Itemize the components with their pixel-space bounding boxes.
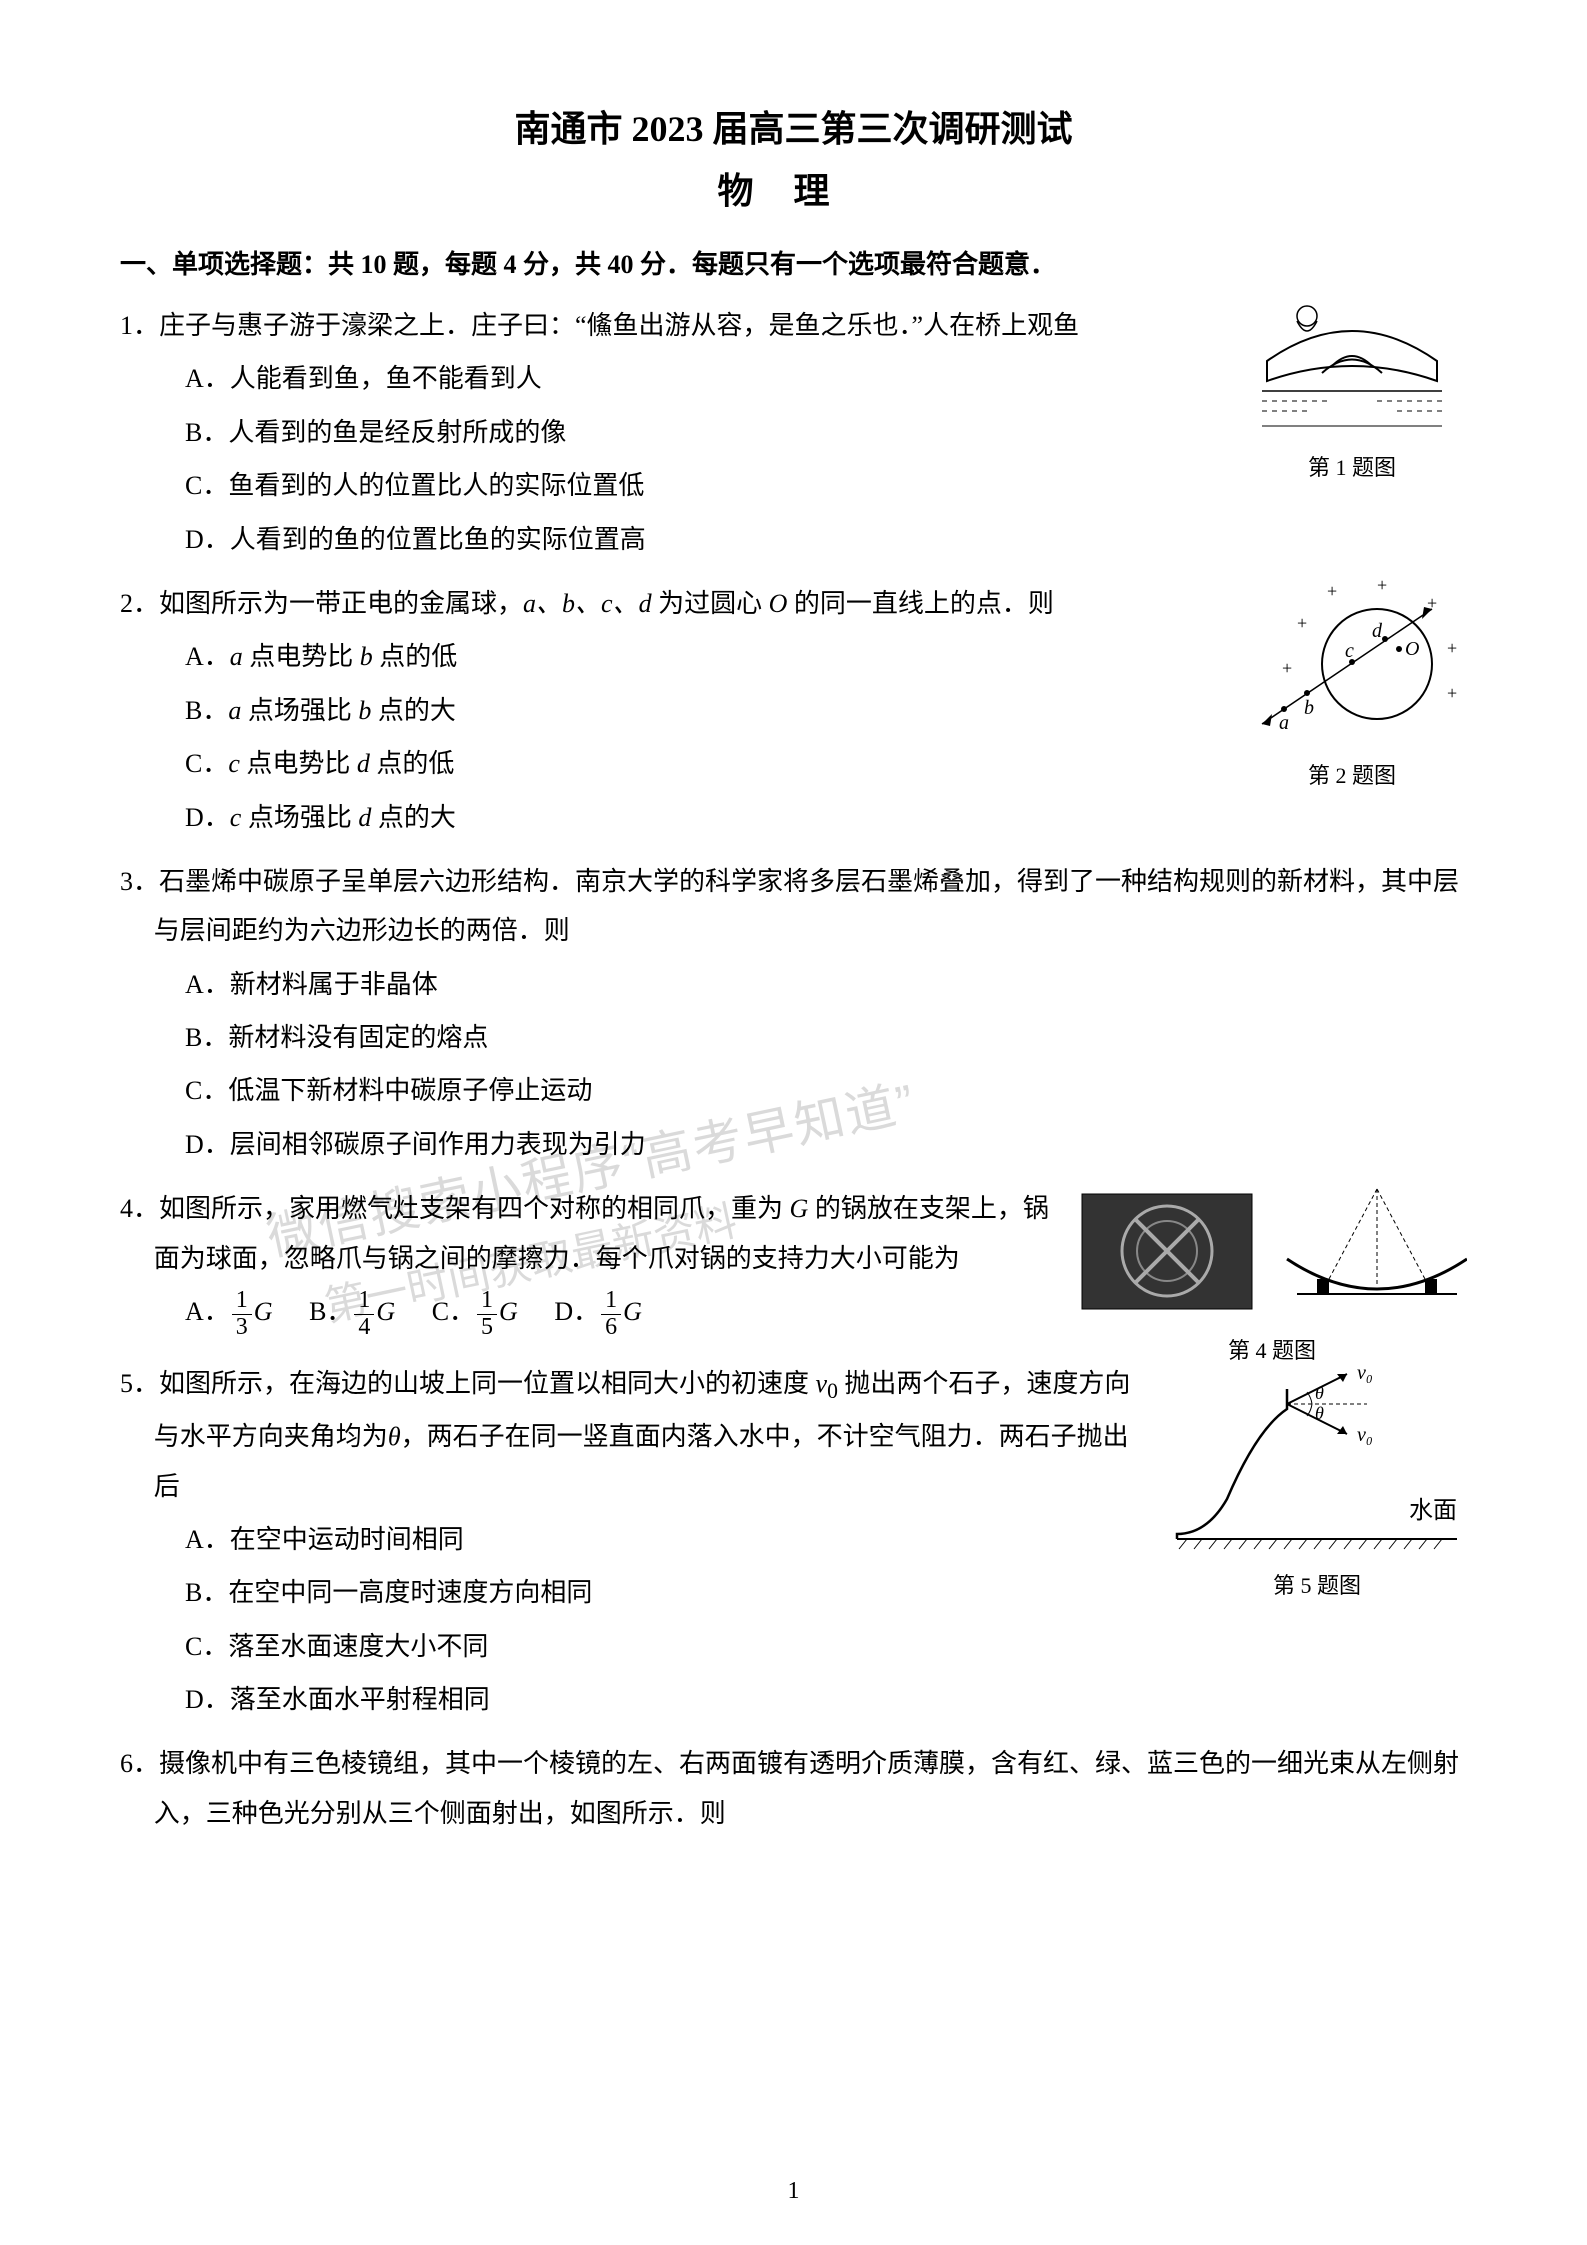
charged-sphere-icon: a b c d O + + + + + + +	[1237, 579, 1467, 749]
svg-text:+: +	[1282, 658, 1292, 678]
question-1: 第 1 题图 1．庄子与惠子游于濠梁之上．庄子曰：“鯈鱼出游从容，是鱼之乐也．”…	[120, 301, 1467, 564]
q3-opt-a: A．新材料属于非晶体	[185, 960, 1467, 1009]
q2-opt-d: D．c 点场强比 d 点的大	[185, 793, 1467, 842]
exam-page: 南通市 2023 届高三第三次调研测试 物理 一、单项选择题：共 10 题，每题…	[0, 0, 1587, 2245]
stove-wok-icon	[1077, 1184, 1467, 1324]
svg-text:+: +	[1447, 683, 1457, 703]
figure-5: v₀ v₀ θ θ 水面 第 5 题图	[1167, 1359, 1467, 1607]
q3-stem: 3．石墨烯中碳原子呈单层六边形结构．南京大学的科学家将多层石墨烯叠加，得到了一种…	[120, 857, 1467, 956]
svg-text:c: c	[1345, 640, 1354, 662]
svg-text:θ: θ	[1315, 1383, 1324, 1403]
figure-5-label: 第 5 题图	[1167, 1565, 1467, 1607]
q3-opt-d: D．层间相邻碳原子间作用力表现为引力	[185, 1120, 1467, 1169]
svg-text:b: b	[1304, 697, 1314, 719]
q5-opt-d: D．落至水面水平射程相同	[185, 1675, 1467, 1724]
svg-text:v₀: v₀	[1357, 1362, 1373, 1384]
q3-opt-c: C．低温下新材料中碳原子停止运动	[185, 1066, 1467, 1115]
figure-2: a b c d O + + + + + + + 第 2 题图	[1237, 579, 1467, 797]
q5-opt-c: C．落至水面速度大小不同	[185, 1622, 1467, 1671]
question-3: 3．石墨烯中碳原子呈单层六边形结构．南京大学的科学家将多层石墨烯叠加，得到了一种…	[120, 857, 1467, 1169]
svg-text:O: O	[1405, 638, 1419, 660]
section-header: 一、单项选择题：共 10 题，每题 4 分，共 40 分．每题只有一个选项最符合…	[120, 244, 1467, 281]
title-main: 南通市 2023 届高三第三次调研测试	[120, 100, 1467, 152]
figure-4: 第 4 题图	[1077, 1184, 1467, 1372]
svg-text:a: a	[1279, 712, 1289, 734]
title-subject: 物理	[120, 162, 1467, 214]
q1-opt-d: D．人看到的鱼的位置比鱼的实际位置高	[185, 515, 1467, 564]
question-5: v₀ v₀ θ θ 水面 第 5 题图	[120, 1359, 1467, 1725]
svg-text:+: +	[1447, 638, 1457, 658]
figure-1: 第 1 题图	[1237, 291, 1467, 489]
water-surface-label: 水面	[1409, 1489, 1457, 1535]
svg-text:θ: θ	[1315, 1403, 1324, 1423]
question-6: 6．摄像机中有三色棱镜组，其中一个棱镜的左、右两面镀有透明介质薄膜，含有红、绿、…	[120, 1739, 1467, 1838]
q4-opt-a: A．13G	[185, 1287, 273, 1340]
q3-opt-b: B．新材料没有固定的熔点	[185, 1013, 1467, 1062]
figure-2-label: 第 2 题图	[1237, 755, 1467, 797]
q4-opt-c: C．15G	[432, 1287, 518, 1340]
svg-text:+: +	[1377, 579, 1387, 595]
q4-opt-b: B．14G	[309, 1287, 395, 1340]
svg-text:+: +	[1327, 581, 1337, 601]
svg-text:+: +	[1427, 593, 1437, 613]
bridge-fish-icon	[1237, 291, 1467, 441]
svg-text:d: d	[1372, 620, 1383, 642]
q6-stem: 6．摄像机中有三色棱镜组，其中一个棱镜的左、右两面镀有透明介质薄膜，含有红、绿、…	[120, 1739, 1467, 1838]
question-2: a b c d O + + + + + + + 第 2 题图 2．如图所示为一带…	[120, 579, 1467, 842]
q4-opt-d: D．16G	[554, 1287, 642, 1340]
question-4: 第 4 题图 4．如图所示，家用燃气灶支架有四个对称的相同爪，重为 G 的锅放在…	[120, 1184, 1467, 1344]
svg-text:+: +	[1297, 613, 1307, 633]
page-number: 1	[0, 2178, 1587, 2205]
q3-options: A．新材料属于非晶体 B．新材料没有固定的熔点 C．低温下新材料中碳原子停止运动…	[185, 960, 1467, 1170]
figure-1-label: 第 1 题图	[1237, 447, 1467, 489]
svg-text:v₀: v₀	[1357, 1424, 1373, 1446]
